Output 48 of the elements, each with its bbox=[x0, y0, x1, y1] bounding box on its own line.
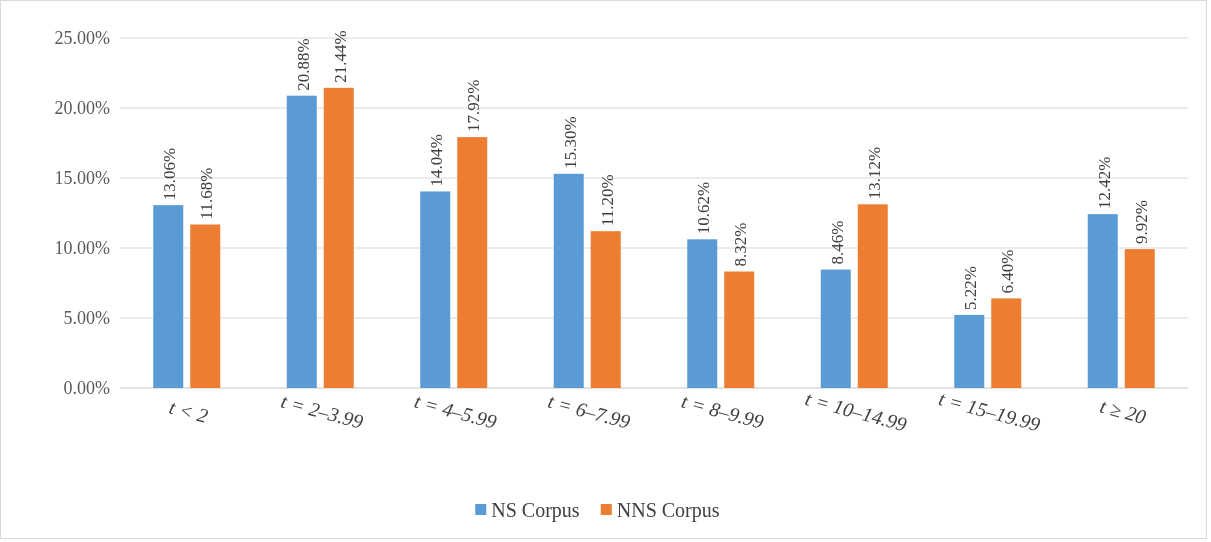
bar bbox=[553, 173, 584, 388]
legend-label: NS Corpus bbox=[491, 499, 580, 522]
data-label: 8.32% bbox=[731, 222, 751, 267]
x-tick-label: t = 8–9.99 bbox=[679, 389, 767, 433]
bar bbox=[590, 231, 621, 388]
bar bbox=[820, 269, 851, 388]
bar bbox=[954, 314, 985, 388]
y-tick-label: 10.00% bbox=[54, 238, 110, 259]
bar bbox=[724, 271, 755, 388]
data-label: 11.68% bbox=[197, 167, 217, 220]
data-label: 20.88% bbox=[293, 38, 313, 91]
x-tick-label: t = 4–5.99 bbox=[412, 389, 500, 433]
data-label: 9.92% bbox=[1131, 200, 1151, 245]
bar bbox=[190, 224, 221, 388]
y-tick-label: 25.00% bbox=[54, 28, 110, 49]
x-tick-label: t ≥ 20 bbox=[1097, 394, 1149, 428]
data-label: 15.30% bbox=[560, 116, 580, 169]
data-label: 13.12% bbox=[864, 146, 884, 200]
data-label: 21.44% bbox=[330, 30, 350, 83]
data-label: 13.06% bbox=[160, 147, 180, 201]
bar bbox=[153, 205, 184, 388]
data-label: 5.22% bbox=[961, 266, 981, 310]
bar bbox=[1087, 214, 1118, 388]
bar bbox=[323, 87, 354, 388]
legend-label: NNS Corpus bbox=[616, 499, 720, 522]
y-tick-label: 20.00% bbox=[54, 98, 110, 119]
bar bbox=[420, 191, 451, 388]
bar bbox=[991, 298, 1022, 388]
x-tick-label: t < 2 bbox=[166, 395, 211, 427]
bar bbox=[687, 239, 718, 388]
x-tick-label: t = 6–7.99 bbox=[545, 389, 633, 433]
data-label: 6.40% bbox=[998, 249, 1018, 294]
y-tick-label: 15.00% bbox=[54, 168, 110, 189]
data-label: 14.04% bbox=[427, 134, 447, 187]
x-tick-label: t = 15–19.99 bbox=[936, 387, 1043, 436]
data-label: 11.20% bbox=[597, 174, 617, 227]
x-tick-label: t = 10–14.99 bbox=[802, 387, 910, 436]
bar bbox=[286, 95, 317, 388]
bar bbox=[457, 137, 488, 388]
data-label: 12.42% bbox=[1094, 156, 1114, 210]
x-tick-label: t = 2–3.99 bbox=[278, 389, 366, 433]
y-tick-label: 0.00% bbox=[63, 378, 110, 399]
bar bbox=[857, 204, 888, 388]
data-label: 8.46% bbox=[827, 220, 847, 265]
y-tick-label: 5.00% bbox=[63, 308, 110, 329]
data-label: 10.62% bbox=[694, 181, 714, 235]
data-label: 17.92% bbox=[464, 79, 484, 133]
bar bbox=[1124, 249, 1155, 388]
